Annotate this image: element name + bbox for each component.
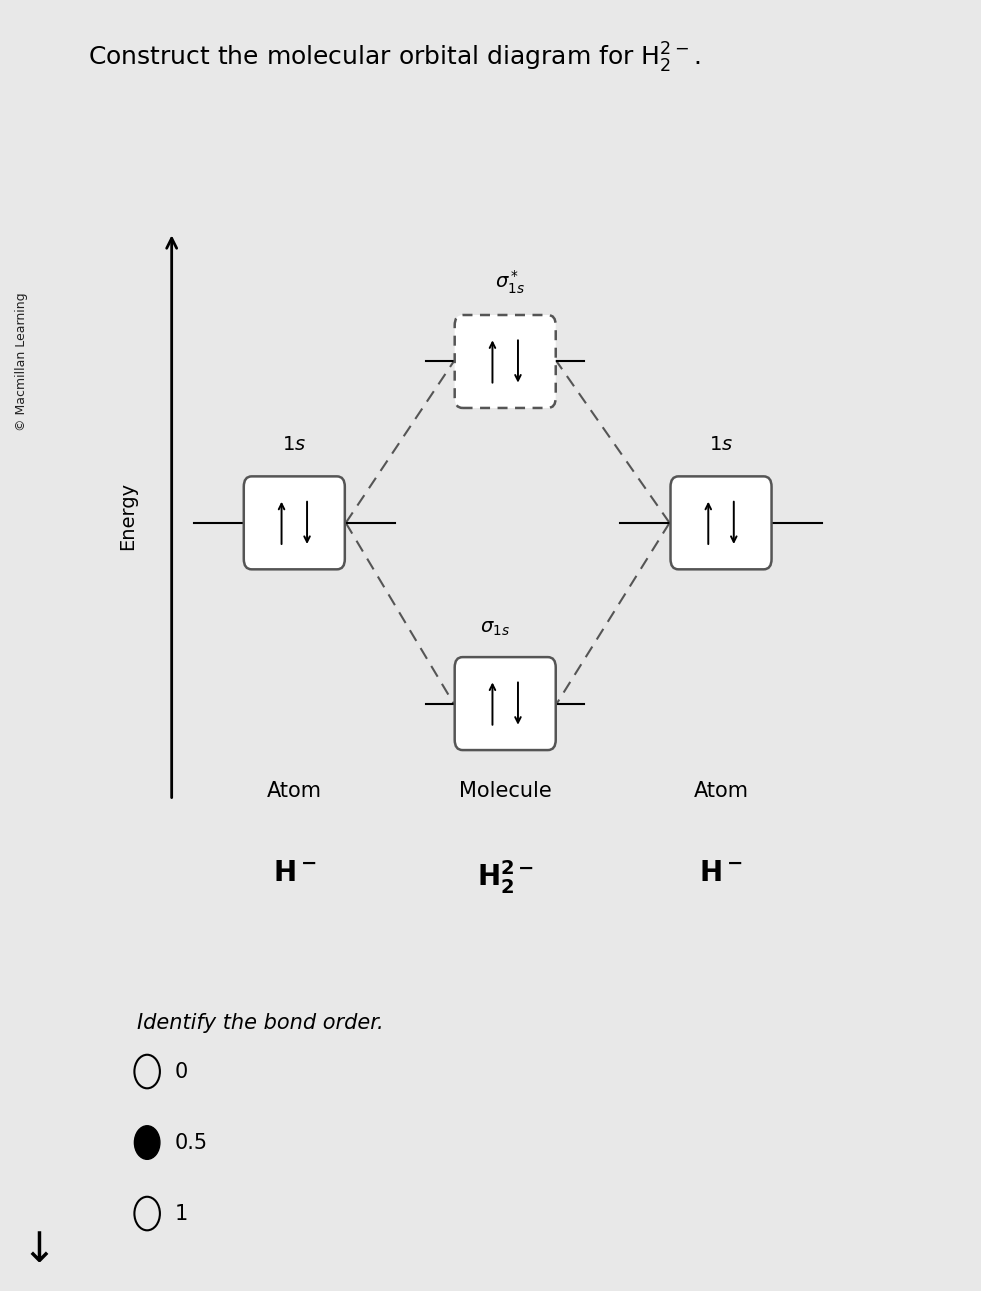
Text: $1s$: $1s$	[709, 435, 733, 454]
FancyBboxPatch shape	[671, 476, 772, 569]
Text: Identify the bond order.: Identify the bond order.	[137, 1013, 384, 1033]
Text: Energy: Energy	[118, 483, 137, 550]
Text: 1: 1	[175, 1203, 188, 1224]
Text: 0.5: 0.5	[175, 1132, 208, 1153]
Text: © Macmillan Learning: © Macmillan Learning	[15, 292, 28, 431]
Text: $\mathbf{H_2^{2-}}$: $\mathbf{H_2^{2-}}$	[477, 859, 534, 896]
Text: $\sigma_{1s}$: $\sigma_{1s}$	[481, 618, 510, 638]
Text: Atom: Atom	[267, 781, 322, 800]
Text: $\sigma^*_{1s}$: $\sigma^*_{1s}$	[495, 269, 525, 296]
FancyBboxPatch shape	[244, 476, 345, 569]
Text: Molecule: Molecule	[459, 781, 551, 800]
Text: Construct the molecular orbital diagram for $\mathregular{H_2^{2-}}$.: Construct the molecular orbital diagram …	[88, 41, 700, 75]
Text: $\mathbf{H^-}$: $\mathbf{H^-}$	[699, 859, 743, 887]
Text: $1s$: $1s$	[283, 435, 306, 454]
Text: ↓: ↓	[22, 1229, 57, 1270]
Text: 0: 0	[175, 1061, 188, 1082]
Text: $\mathbf{H^-}$: $\mathbf{H^-}$	[273, 859, 316, 887]
FancyBboxPatch shape	[455, 315, 555, 408]
FancyBboxPatch shape	[455, 657, 555, 750]
Circle shape	[134, 1126, 160, 1159]
Text: Atom: Atom	[694, 781, 749, 800]
